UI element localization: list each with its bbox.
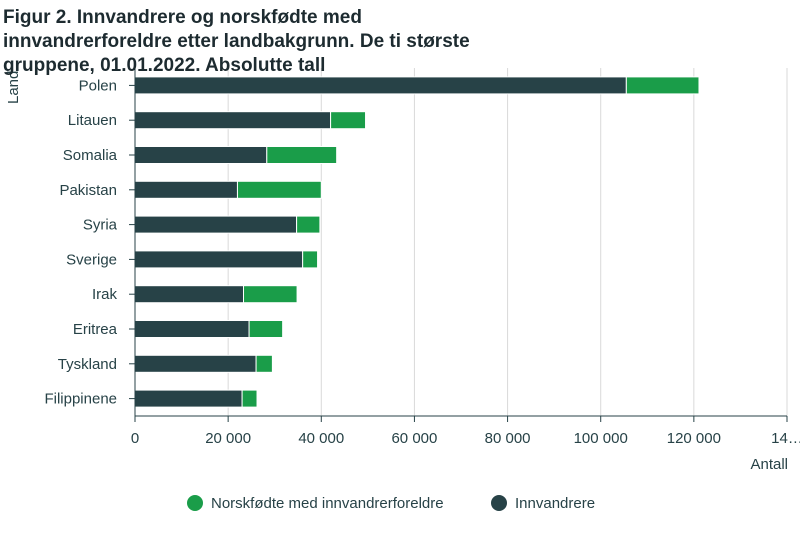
x-tick-label: 14… <box>771 430 800 447</box>
bar-segment <box>296 215 321 234</box>
category-label: Litauen <box>68 112 117 129</box>
category-label: Pakistan <box>59 182 117 199</box>
bar-segment <box>134 285 245 304</box>
chart-title: Figur 2. Innvandrere og norskfødte med in… <box>3 7 470 76</box>
legend-label: Norskfødte med innvandrerforeldre <box>211 495 444 512</box>
category-label: Sverige <box>66 251 117 268</box>
category-label: Irak <box>92 286 118 303</box>
category-label: Eritrea <box>73 321 118 338</box>
bar-segment <box>134 111 332 130</box>
chart-title-line: innvandrerforeldre etter landbakgrunn. D… <box>3 31 470 52</box>
category-label: Syria <box>83 217 118 234</box>
bar-segment <box>134 146 268 164</box>
chart-title-line: gruppene, 01.01.2022. Absolutte tall <box>3 55 325 76</box>
x-axis-label: Antall <box>750 456 788 473</box>
bar-segment <box>243 285 298 304</box>
legend-marker <box>187 495 203 511</box>
bar-segment <box>255 354 273 373</box>
bar-segment <box>236 180 322 199</box>
bar-segment <box>241 389 258 408</box>
category-label: Tyskland <box>58 356 117 373</box>
bar-group <box>134 76 700 408</box>
bar-segment <box>134 76 627 95</box>
category-label: Polen <box>79 77 117 94</box>
bar-segment <box>134 389 243 408</box>
x-tick-label: 80 000 <box>485 430 531 447</box>
bar-segment <box>134 354 257 373</box>
legend-marker <box>491 495 507 511</box>
x-tick-label: 60 000 <box>391 430 437 447</box>
x-tick-label: 40 000 <box>298 430 344 447</box>
bar-segment <box>302 250 319 269</box>
y-axis-label: Land <box>5 71 22 104</box>
category-label: Filippinene <box>44 391 117 408</box>
category-label: Somalia <box>63 147 118 164</box>
bar-segment <box>134 320 250 338</box>
bar-segment <box>134 250 304 269</box>
x-tick-label: 120 000 <box>667 430 721 447</box>
bar-segment <box>266 146 338 164</box>
x-tick-label: 20 000 <box>205 430 251 447</box>
legend: Norskfødte med innvandrerforeldre Innvand… <box>187 495 595 512</box>
x-tick-label: 100 000 <box>574 430 628 447</box>
legend-label: Innvandrere <box>515 495 595 512</box>
x-tick-label: 0 <box>131 430 139 447</box>
bar-segment <box>134 215 298 234</box>
bar-segment <box>330 111 367 130</box>
chart-title-line: Figur 2. Innvandrere og norskfødte med <box>3 7 362 28</box>
category-labels: Polen Litauen Somalia Pakistan Syria Sverige I… <box>44 77 135 408</box>
x-axis: 0 20 000 40 000 60 000 80 000 100 000 120 000 1… <box>131 68 800 447</box>
bar-segment <box>248 320 284 338</box>
bar-segment <box>134 180 238 199</box>
bar-segment <box>625 76 700 95</box>
